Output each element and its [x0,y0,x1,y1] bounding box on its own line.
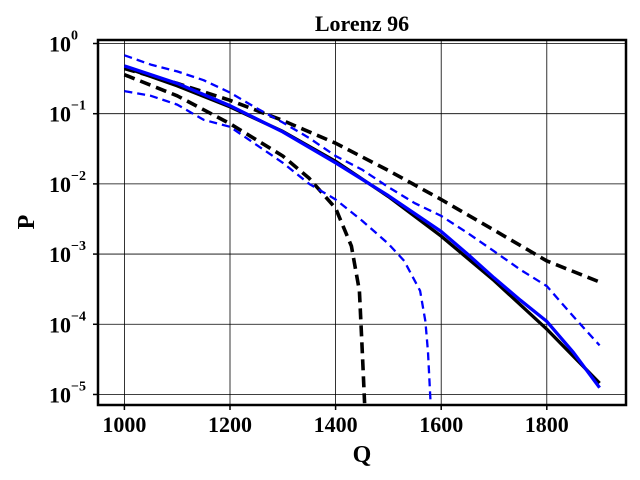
chart-title: Lorenz 96 [315,11,409,36]
series-line-blue-dashed [124,89,432,404]
series-group [123,54,601,404]
y-tick-base: 10 [49,242,71,267]
y-tick-exponent: −1 [71,99,86,114]
y-tick-label: 10 −1 [49,99,86,127]
series-line-blue-solid [123,64,601,389]
y-tick-base: 10 [49,312,71,337]
y-tick-base: 10 [49,382,71,407]
y-tick-exponent: −4 [71,309,86,324]
y-axis-label: P [14,215,40,230]
y-tick-label: 10 −5 [49,379,86,407]
series-line-blue-dashed [124,54,601,347]
x-axis-ticks: 1000 1200 1400 1600 1800 [102,405,569,437]
x-tick-label: 1600 [419,412,463,437]
y-tick-label: 10 −2 [49,169,86,197]
x-tick-label: 1000 [102,412,146,437]
x-axis-label: Q [353,442,372,468]
series-line-black-dashed [123,73,367,404]
y-tick-base: 10 [49,172,71,197]
y-tick-label: 10 −3 [49,239,86,267]
series-line-black-dashed [123,66,601,284]
y-tick-base: 10 [49,102,71,127]
x-tick-label: 1800 [525,412,569,437]
y-tick-label: 10 0 [49,29,78,57]
y-tick-base: 10 [49,32,71,57]
y-tick-label: 10 −4 [49,309,86,337]
y-tick-exponent: −3 [71,239,86,254]
y-tick-exponent: 0 [71,29,78,44]
y-tick-exponent: −2 [71,169,86,184]
y-tick-exponent: −5 [71,379,86,394]
x-tick-label: 1400 [314,412,358,437]
plot-frame [96,38,628,407]
x-tick-label: 1200 [208,412,252,437]
